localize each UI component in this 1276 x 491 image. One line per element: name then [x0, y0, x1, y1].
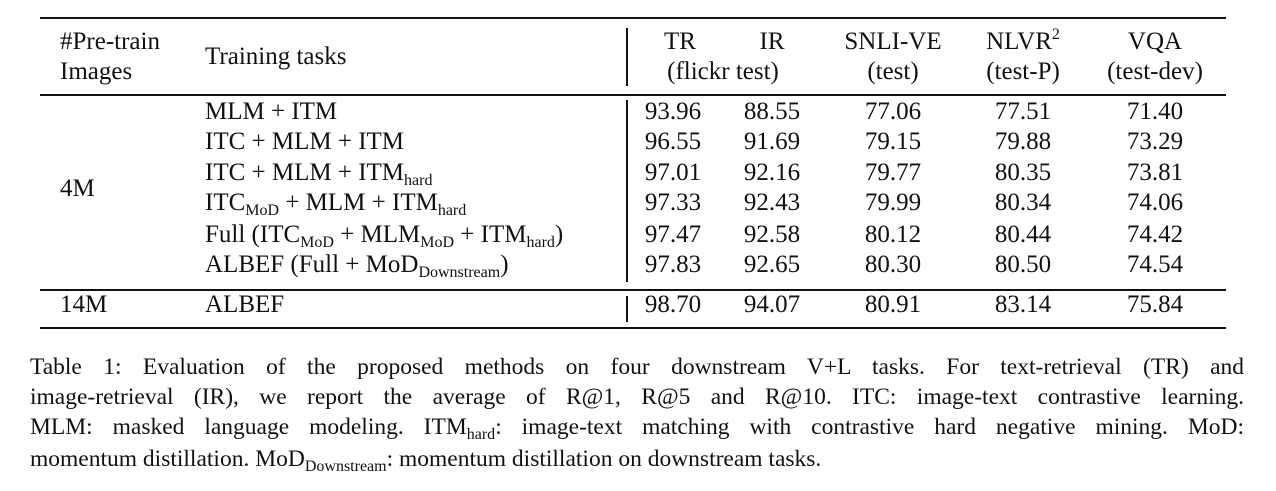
- text-part: ALBEF (Full + MoD: [205, 251, 419, 278]
- text-part: + MLM: [333, 221, 421, 248]
- text-part: image-retrieval (IR), we report the aver…: [30, 384, 1244, 410]
- header-label: (test-P): [986, 58, 1060, 85]
- score-cell: 73.29: [1126, 128, 1184, 155]
- score-cell: 77.06: [864, 98, 922, 125]
- subscript: hard: [404, 172, 433, 189]
- text-part: momentum distillation. MoD: [30, 446, 305, 472]
- superscript: 2: [1051, 26, 1060, 43]
- text-part: : image-text matching with contrastive h…: [495, 414, 1244, 440]
- score-cell: 77.51: [994, 98, 1052, 125]
- group-label: 14M: [60, 291, 108, 318]
- header-label: Training tasks: [205, 43, 347, 70]
- text-part: ALBEF: [205, 291, 285, 318]
- caption-line: Table 1: Evaluation of the proposed meth…: [30, 352, 1244, 382]
- text-part: ): [554, 221, 564, 248]
- text-part: Full (ITC: [205, 221, 301, 248]
- text-part: ITC + MLM + ITM: [205, 159, 405, 186]
- text-part: ITC + MLM + ITM: [205, 128, 405, 155]
- score-cell: 75.84: [1126, 291, 1184, 318]
- text-part: NLVR: [986, 28, 1052, 55]
- caption-line: momentum distillation. MoDDownstream: mo…: [30, 444, 1244, 475]
- group-rule: [40, 289, 1226, 291]
- score-cell: 92.16: [743, 159, 801, 186]
- header-label: (test): [867, 58, 919, 85]
- score-cell: 80.12: [864, 221, 922, 248]
- score-cell: 91.69: [743, 128, 801, 155]
- subscript: hard: [437, 202, 467, 219]
- score-cell: 97.47: [644, 221, 702, 248]
- score-cell: 80.35: [994, 159, 1052, 186]
- column-rule: [626, 28, 628, 86]
- header-label: NLVR2: [986, 27, 1060, 57]
- header-label: #Pre-train: [60, 28, 160, 55]
- score-cell: 79.15: [864, 128, 922, 155]
- score-cell: 79.77: [864, 159, 922, 186]
- score-cell: 74.06: [1126, 189, 1184, 216]
- task-cell: Full (ITCMoD + MLMMoD + ITMhard): [205, 220, 564, 251]
- header-label: SNLI-VE: [844, 28, 942, 55]
- subscript: hard: [526, 234, 555, 251]
- text-part: MLM + ITM: [205, 98, 338, 125]
- score-cell: 88.55: [743, 98, 801, 125]
- score-cell: 79.99: [864, 189, 922, 216]
- score-cell: 97.33: [644, 189, 702, 216]
- header-rule: [40, 94, 1226, 96]
- task-cell: ALBEF (Full + MoDDownstream): [205, 250, 509, 281]
- header-label: Images: [60, 58, 133, 85]
- score-cell: 80.30: [864, 251, 922, 278]
- subscript: MoD: [245, 202, 280, 219]
- header-label: TR: [664, 28, 696, 55]
- score-cell: 74.42: [1126, 221, 1184, 248]
- score-cell: 97.83: [644, 251, 702, 278]
- score-cell: 79.88: [994, 128, 1052, 155]
- score-cell: 94.07: [743, 291, 801, 318]
- column-rule: [626, 296, 628, 322]
- subscript: Downstream: [304, 458, 387, 475]
- top-rule: [40, 17, 1226, 19]
- score-cell: 73.81: [1126, 159, 1184, 186]
- text-part: : momentum distillation on downstream ta…: [386, 446, 822, 472]
- caption-line: image-retrieval (IR), we report the aver…: [30, 382, 1244, 412]
- score-cell: 98.70: [644, 291, 702, 318]
- task-cell: ITCMoD + MLM + ITMhard: [205, 188, 467, 219]
- text-part: + ITM: [454, 221, 527, 248]
- header-label: (flickr test): [667, 58, 779, 85]
- text-part: MLM: masked language modeling. ITM: [30, 414, 467, 440]
- text-part: Table 1: Evaluation of the proposed meth…: [30, 354, 1244, 380]
- bottom-rule: [40, 327, 1226, 329]
- header-label: VQA: [1127, 28, 1183, 55]
- header-label: IR: [759, 28, 785, 55]
- task-cell: MLM + ITM: [205, 97, 337, 127]
- score-cell: 71.40: [1126, 98, 1184, 125]
- task-cell: ITC + MLM + ITM: [205, 127, 404, 157]
- score-cell: 92.43: [743, 189, 801, 216]
- score-cell: 80.50: [994, 251, 1052, 278]
- header-label: (test-dev): [1107, 58, 1203, 85]
- score-cell: 83.14: [994, 291, 1052, 318]
- score-cell: 80.34: [994, 189, 1052, 216]
- score-cell: 92.65: [743, 251, 801, 278]
- subscript: MoD: [300, 234, 334, 251]
- score-cell: 93.96: [644, 98, 702, 125]
- text-part: ): [500, 251, 509, 278]
- task-cell: ITC + MLM + ITMhard: [205, 158, 433, 189]
- score-cell: 97.01: [644, 159, 702, 186]
- caption-line: MLM: masked language modeling. ITMhard: …: [30, 412, 1244, 443]
- score-cell: 74.54: [1126, 251, 1184, 278]
- task-cell: ALBEF: [205, 290, 284, 320]
- score-cell: 92.58: [743, 221, 801, 248]
- subscript: MoD: [420, 234, 455, 251]
- score-cell: 80.91: [864, 291, 922, 318]
- score-cell: 96.55: [644, 128, 702, 155]
- text-part: + MLM + ITM: [279, 189, 438, 216]
- column-rule: [626, 100, 628, 282]
- subscript: Downstream: [418, 264, 501, 281]
- score-cell: 80.44: [994, 221, 1052, 248]
- group-label: 4M: [60, 174, 95, 202]
- subscript: hard: [466, 426, 496, 443]
- text-part: ITC: [205, 189, 246, 216]
